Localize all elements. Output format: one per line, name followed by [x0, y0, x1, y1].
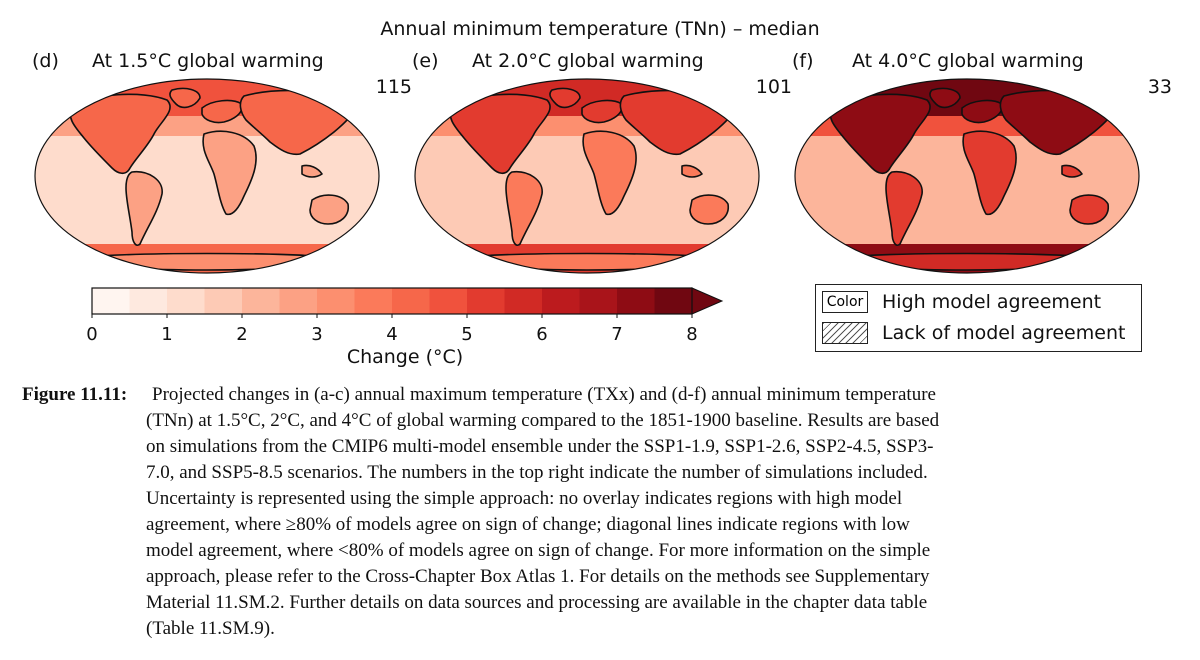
figure-title: Annual minimum temperature (TNn) – media… — [380, 18, 820, 40]
world-map — [794, 78, 1140, 274]
landmass-south-america — [885, 170, 923, 247]
caption-line: 7.0, and SSP5-8.5 scenarios. The numbers… — [146, 462, 928, 483]
landmass-australia — [689, 194, 730, 225]
colorbar-segment — [579, 288, 618, 314]
landmass-maritime-se-asia — [301, 164, 323, 178]
agreement-legend: Color High model agreement Lack of model… — [815, 284, 1142, 352]
colorbar-tick-label: 1 — [161, 324, 172, 344]
colorbar-tick-label: 3 — [311, 324, 322, 344]
landmass-greenland — [169, 87, 201, 109]
caption-line: (TNn) at 1.5°C, 2°C, and 4°C of global w… — [146, 410, 940, 431]
caption-line: approach, please refer to the Cross-Chap… — [146, 566, 930, 587]
caption-line: Uncertainty is represented using the sim… — [146, 488, 903, 509]
colorbar-segment — [542, 288, 580, 314]
simulation-count: 115 — [375, 76, 412, 98]
legend-high-label: High model agreement — [882, 291, 1102, 313]
panel-title: At 1.5°C global warming — [92, 50, 324, 72]
map-body — [795, 79, 1139, 273]
colorbar-segment — [429, 288, 468, 314]
landmass-maritime-se-asia — [1061, 164, 1083, 178]
landmass-south-america — [505, 170, 543, 247]
world-map — [34, 78, 380, 274]
landmass-maritime-se-asia — [681, 164, 703, 178]
colorbar-segment — [392, 288, 430, 314]
colorbar-segment — [129, 288, 168, 314]
panel-label: (e) — [412, 50, 439, 72]
color-swatch: Color — [822, 291, 868, 313]
map-panel-d: (d) At 1.5°C global warming 115 — [32, 46, 412, 276]
caption-label: Figure 11.11: — [22, 384, 128, 405]
colorbar-tick-label: 6 — [536, 324, 547, 344]
colorbar-segment — [204, 288, 243, 314]
caption-line: agreement, where ≥80% of models agree on… — [146, 514, 910, 535]
caption-line: (Table 11.SM.9). — [146, 618, 275, 639]
panel-title: At 2.0°C global warming — [472, 50, 704, 72]
simulation-count: 33 — [1147, 76, 1172, 98]
panel-label: (f) — [792, 50, 814, 72]
map-body — [35, 79, 379, 273]
landmass-north-america — [69, 93, 171, 175]
map-outline — [794, 78, 1140, 274]
colorbar-tick-label: 7 — [611, 324, 622, 344]
simulation-count: 101 — [755, 76, 792, 98]
colorbar-segment — [617, 288, 655, 314]
landmass-europe — [961, 99, 1003, 124]
landmass-south-america — [125, 170, 163, 247]
colorbar-tick-label: 2 — [236, 324, 247, 344]
landmass-north-america — [449, 93, 551, 175]
colorbar-segment — [242, 288, 280, 314]
landmass-europe — [581, 99, 623, 124]
colorbar-segment — [354, 288, 393, 314]
map-body — [415, 79, 759, 273]
world-map — [414, 78, 760, 274]
caption-line: on simulations from the CMIP6 multi-mode… — [146, 436, 934, 457]
hatch-swatch — [822, 322, 868, 344]
colorbar-segment — [654, 288, 693, 314]
colorbar-label: Change (°C) — [346, 346, 464, 368]
colorbar: 0 1 2 3 4 5 6 7 8 Change (°C) — [80, 284, 730, 374]
landmass-antarctica — [451, 252, 723, 271]
landmass-north-america — [829, 93, 931, 175]
map-outline — [34, 78, 380, 274]
landmass-europe — [201, 99, 243, 124]
landmass-antarctica — [71, 252, 343, 271]
colorbar-tick-label: 0 — [86, 324, 97, 344]
legend-row-high: Color High model agreement — [822, 289, 1101, 315]
colorbar-tick-label: 5 — [461, 324, 472, 344]
map-panel-e: (e) At 2.0°C global warming 101 — [412, 46, 792, 276]
landmass-africa — [582, 130, 637, 216]
colorbar-extend-arrow — [691, 287, 724, 315]
colorbar-tick-label: 4 — [386, 324, 397, 344]
panel-title: At 4.0°C global warming — [852, 50, 1084, 72]
colorbar-segment — [504, 288, 543, 314]
caption-line: model agreement, where <80% of models ag… — [146, 540, 931, 561]
colorbar-segment — [92, 288, 130, 314]
panel-label: (d) — [32, 50, 59, 72]
colorbar-segment — [279, 288, 318, 314]
landmass-greenland — [549, 87, 581, 109]
landmass-antarctica — [831, 252, 1103, 271]
legend-lack-label: Lack of model agreement — [882, 322, 1126, 344]
caption-text: Projected changes in (a-c) annual maximu… — [146, 382, 1186, 642]
colorbar-tick-label: 8 — [686, 324, 697, 344]
colorbar-scale: 0 1 2 3 4 5 6 7 8 — [86, 287, 724, 345]
colorbar-segment — [317, 288, 355, 314]
landmass-greenland — [929, 87, 961, 109]
landmass-australia — [1069, 194, 1110, 225]
caption-line: Projected changes in (a-c) annual maximu… — [152, 384, 936, 405]
landmass-australia — [309, 194, 350, 225]
caption-line: Material 11.SM.2. Further details on dat… — [146, 592, 928, 613]
colorbar-segment — [467, 288, 505, 314]
legend-row-lack: Lack of model agreement — [822, 320, 1125, 346]
landmass-africa — [962, 130, 1017, 216]
map-panel-f: (f) At 4.0°C global warming 33 — [792, 46, 1172, 276]
landmass-africa — [202, 130, 257, 216]
colorbar-segment — [167, 288, 205, 314]
map-outline — [414, 78, 760, 274]
